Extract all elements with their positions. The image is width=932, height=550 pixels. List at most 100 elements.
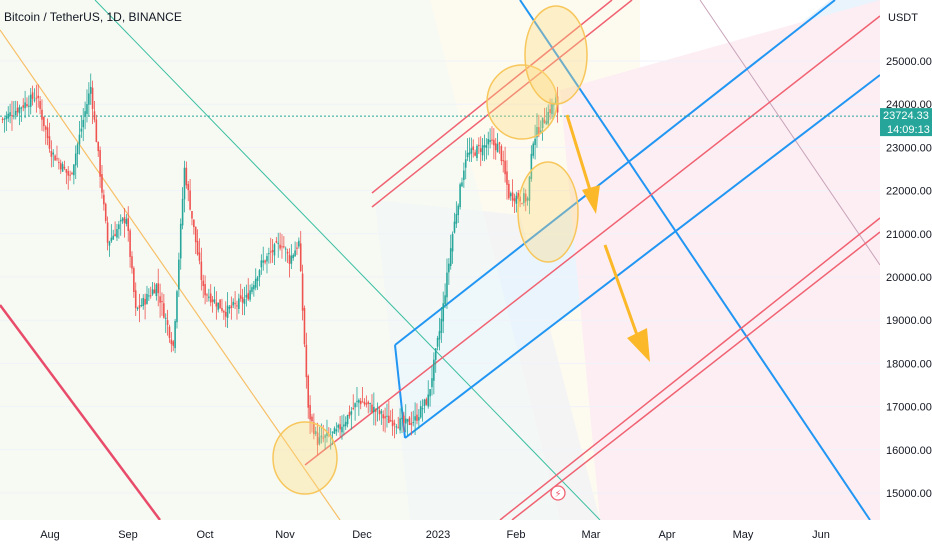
- candle-body: [112, 235, 115, 240]
- candle-body: [279, 244, 281, 249]
- candle-body: [63, 166, 66, 169]
- candle-body: [35, 97, 38, 99]
- price-axis-unit: USDT: [888, 12, 918, 24]
- candle-body: [26, 104, 28, 107]
- candle-body: [504, 160, 506, 175]
- candle-body: [59, 163, 62, 170]
- candle-body: [479, 148, 482, 153]
- candle-body: [440, 318, 443, 333]
- candle-body: [213, 299, 216, 303]
- candle-body: [457, 205, 460, 216]
- candle-body: [487, 139, 490, 145]
- candle-body: [367, 401, 370, 404]
- candle-body: [275, 241, 278, 243]
- candle-body: [343, 424, 345, 427]
- candle-body: [18, 106, 21, 114]
- candle-body: [539, 130, 542, 133]
- red-line-1: [371, 0, 613, 194]
- candle-body: [136, 308, 139, 310]
- candle-body: [506, 171, 508, 185]
- candle-body: [470, 148, 473, 154]
- candle-body: [254, 278, 257, 288]
- candle-body: [438, 331, 441, 340]
- event-marker-circle[interactable]: [550, 485, 566, 501]
- candle-body: [500, 146, 503, 162]
- candle-body: [76, 144, 79, 155]
- circle-nov-low: [272, 421, 338, 495]
- candle-body: [74, 153, 77, 166]
- candle-body: [551, 103, 553, 115]
- candle-body: [354, 403, 356, 408]
- price-tick-label: 18000.00: [886, 358, 932, 370]
- candle-body: [140, 305, 143, 307]
- candle-body: [80, 128, 83, 132]
- candle-body: [43, 116, 45, 127]
- price-axis[interactable]: USDT 25000.0024000.0023000.0022000.00210…: [880, 0, 932, 550]
- candle-body: [365, 403, 368, 405]
- candle-body: [335, 429, 338, 432]
- price-tick-label: 21000.00: [886, 229, 932, 241]
- candle-body: [406, 419, 409, 422]
- candle-body: [463, 170, 465, 181]
- time-axis[interactable]: Aug Sep Oct Nov Dec 2023 Feb Mar Apr May Jun: [0, 520, 932, 550]
- candle-body: [509, 193, 512, 197]
- symbol-title: Bitcoin / TetherUS, 1D, BINANCE: [4, 10, 182, 24]
- time-tick-label: Apr: [658, 529, 675, 541]
- candle-body: [322, 437, 325, 439]
- time-tick-label: Jun: [812, 529, 830, 541]
- candle-body: [309, 404, 311, 420]
- candle-body: [187, 184, 190, 191]
- candle-body: [294, 250, 296, 257]
- last-price-box: [880, 108, 932, 137]
- candle-body: [356, 400, 358, 402]
- candle-body: [174, 321, 176, 349]
- candle-body: [230, 305, 233, 308]
- candle-body: [88, 93, 90, 105]
- candle-body: [131, 256, 133, 269]
- candle-body: [399, 418, 401, 431]
- candle-body: [515, 195, 518, 204]
- pink-trendline: [0, 304, 162, 521]
- candle-body: [185, 167, 188, 186]
- zone-pink: [560, 0, 880, 520]
- candle-body: [301, 273, 304, 311]
- price-ticks: 25000.0024000.0023000.0022000.0021000.00…: [886, 56, 932, 500]
- candle-body: [448, 263, 450, 273]
- candle-body: [249, 290, 251, 300]
- candle-body: [238, 298, 240, 309]
- candle-body: [305, 344, 308, 378]
- candle-body: [16, 107, 19, 113]
- candle-body: [348, 412, 351, 417]
- candle-body: [341, 426, 343, 433]
- zone-green: [0, 0, 560, 520]
- candle-body: [159, 296, 161, 303]
- candle-body: [547, 111, 550, 124]
- candle-body: [307, 375, 310, 408]
- candle-body: [393, 423, 396, 425]
- candle-body: [361, 401, 364, 403]
- candle-body: [421, 408, 424, 410]
- candle-body: [485, 145, 488, 148]
- candle-body: [339, 424, 341, 430]
- candle-body: [326, 432, 328, 437]
- candle-body: [13, 115, 15, 117]
- candle-body: [191, 210, 193, 219]
- candle-body: [52, 152, 55, 155]
- price-axis-bg: [880, 0, 932, 550]
- candle-body: [397, 427, 400, 429]
- time-tick-label: May: [733, 529, 754, 541]
- candle-body: [391, 420, 394, 427]
- candle-body: [526, 198, 529, 201]
- candle-body: [425, 399, 428, 405]
- blue-channel-bottom: [404, 74, 881, 439]
- candle-body: [311, 416, 313, 422]
- candle-body: [41, 109, 43, 120]
- candle-body: [82, 119, 85, 128]
- candle-body: [418, 417, 420, 421]
- candle-body: [455, 214, 458, 224]
- red-line-2: [371, 0, 633, 208]
- candle-body: [241, 297, 244, 303]
- event-marker[interactable]: ⚡: [550, 485, 566, 501]
- candle-body: [296, 247, 298, 249]
